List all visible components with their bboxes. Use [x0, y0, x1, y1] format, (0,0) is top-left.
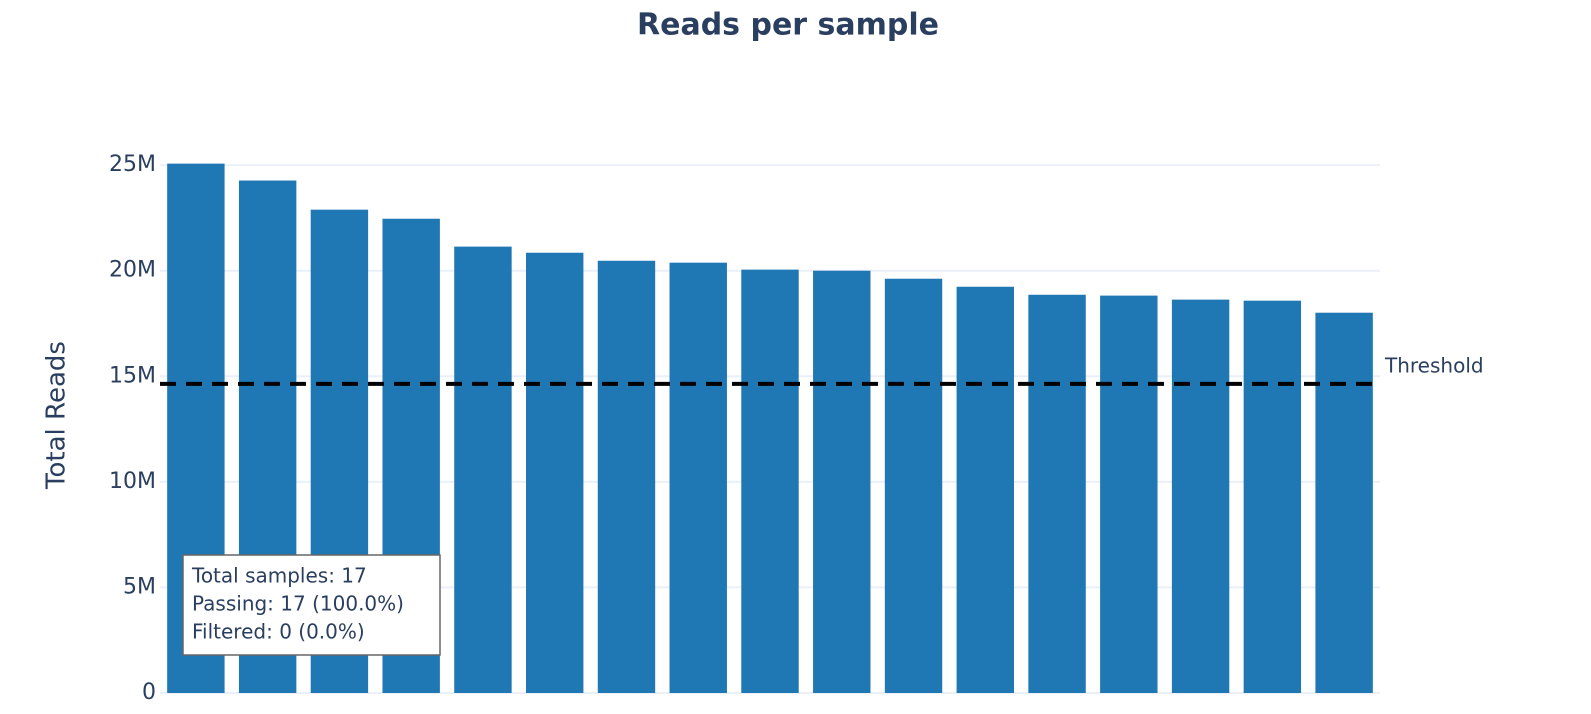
- bar: [1100, 295, 1158, 693]
- threshold-label: Threshold: [1384, 353, 1484, 377]
- summary-line: Total samples: 17: [191, 564, 367, 588]
- y-tick-label: 5M: [123, 574, 156, 599]
- bar: [956, 286, 1014, 693]
- y-tick-label: 20M: [109, 258, 156, 283]
- summary-line: Passing: 17 (100.0%): [192, 592, 404, 616]
- bar: [884, 278, 943, 693]
- bar: [1315, 312, 1373, 693]
- bar: [454, 246, 512, 693]
- y-tick-label: 10M: [109, 469, 156, 494]
- summary-box: [182, 554, 441, 656]
- chart-title: Reads per sample: [637, 8, 939, 43]
- summary-line: Filtered: 0 (0.0%): [192, 620, 365, 644]
- bar: [813, 270, 871, 693]
- bar: [741, 269, 799, 693]
- bar: [669, 262, 727, 693]
- y-tick-label: 25M: [109, 152, 156, 177]
- bar: [1028, 294, 1086, 693]
- y-tick-label: 15M: [109, 363, 156, 388]
- bar: [597, 260, 656, 693]
- bar: [1243, 300, 1302, 693]
- bar: [1171, 299, 1230, 693]
- y-axis-label: Total Reads: [42, 341, 72, 490]
- bar: [526, 252, 584, 693]
- y-tick-label: 0: [142, 680, 156, 705]
